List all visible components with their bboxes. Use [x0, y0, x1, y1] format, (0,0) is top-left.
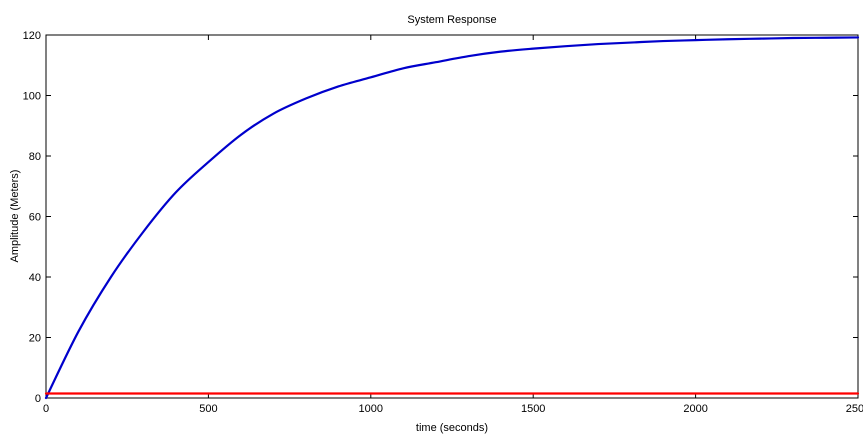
y-tick-label: 120: [23, 30, 41, 42]
y-tick-label: 20: [29, 333, 41, 345]
y-tick-label: 40: [29, 272, 41, 284]
x-tick-label: 2000: [683, 403, 707, 415]
series-layer: [44, 36, 860, 400]
x-tick-label: 0: [43, 403, 49, 415]
x-tick-label: 1000: [359, 403, 383, 415]
chart-title: System Response: [407, 14, 496, 26]
y-tick-label: 60: [29, 212, 41, 224]
x-tick-label: 1500: [521, 403, 545, 415]
y-tick-label: 0: [35, 393, 41, 405]
plot-area: [45, 34, 859, 399]
y-tick-label: 100: [23, 91, 41, 103]
series-line-1: [44, 36, 860, 400]
x-axis-label: time (seconds): [416, 422, 488, 434]
y-tick-label: 80: [29, 151, 41, 163]
x-tick-label: 500: [199, 403, 217, 415]
y-axis-label: Amplitude (Meters): [9, 170, 21, 263]
